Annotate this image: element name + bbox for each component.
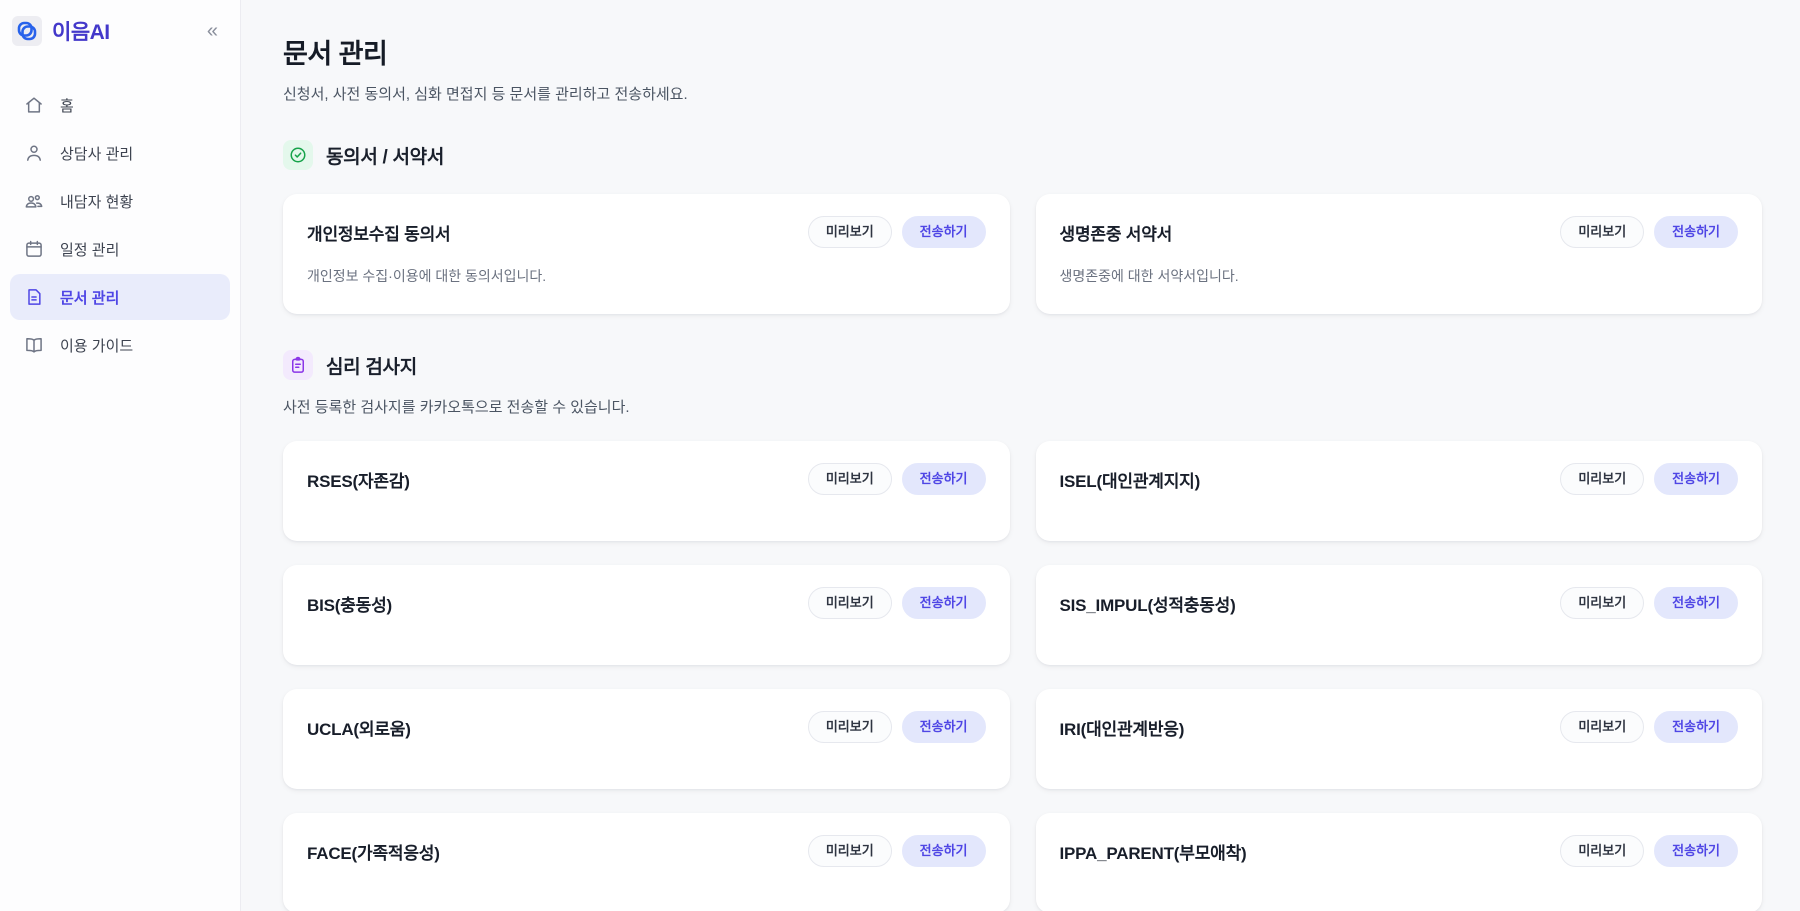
card-actions: 미리보기 전송하기 — [1560, 835, 1738, 868]
sidebar-item-schedule[interactable]: 일정 관리 — [10, 226, 230, 272]
card-top-row: SIS_IMPUL(성적충동성) 미리보기 전송하기 — [1059, 587, 1738, 620]
sidebar-item-label: 홈 — [60, 97, 74, 115]
app-title: 이음AI — [52, 21, 110, 44]
card-top-row: BIS(충동성) 미리보기 전송하기 — [307, 587, 986, 620]
page-title: 문서 관리 — [283, 39, 388, 69]
card-title: UCLA(외로움) — [307, 719, 411, 739]
users-icon — [24, 190, 46, 212]
card-top-row: UCLA(외로움) 미리보기 전송하기 — [307, 711, 986, 744]
card-description: 생명존중에 대한 서약서입니다. — [1059, 268, 1239, 285]
card-title: 생명존중 서약서 — [1059, 224, 1173, 244]
preview-button[interactable]: 미리보기 — [807, 463, 892, 496]
card-actions: 미리보기 전송하기 — [807, 463, 986, 496]
section-header-consent: 동의서 / 서약서 — [283, 140, 1762, 170]
card-actions: 미리보기 전송하기 — [807, 835, 986, 868]
card-top-row: IPPA_PARENT(부모애착) 미리보기 전송하기 — [1059, 835, 1738, 868]
preview-button[interactable]: 미리보기 — [1560, 835, 1645, 868]
card-top-row: RSES(자존감) 미리보기 전송하기 — [307, 463, 986, 496]
section-title-consent: 동의서 / 서약서 — [326, 146, 445, 168]
check-circle-icon — [283, 140, 313, 170]
preview-button[interactable]: 미리보기 — [807, 711, 892, 744]
sidebar-item-home[interactable]: 홈 — [10, 82, 230, 128]
card-description: 개인정보 수집·이용에 대한 동의서입니다. — [307, 268, 547, 285]
card-title: IRI(대인관계반응) — [1059, 719, 1185, 739]
card-title: 개인정보수집 동의서 — [307, 224, 451, 244]
card-top-row: FACE(가족적응성) 미리보기 전송하기 — [307, 835, 986, 868]
card-title: FACE(가족적응성) — [307, 843, 440, 863]
test-card: IPPA_PARENT(부모애착) 미리보기 전송하기 — [1035, 813, 1762, 911]
send-button[interactable]: 전송하기 — [1654, 216, 1738, 249]
section-header-psych-test: 심리 검사지 — [283, 350, 1762, 380]
test-card: IRI(대인관계반응) 미리보기 전송하기 — [1035, 689, 1762, 789]
card-actions: 미리보기 전송하기 — [807, 587, 986, 620]
test-card: RSES(자존감) 미리보기 전송하기 — [283, 441, 1010, 541]
card-top-row: 생명존중 서약서 미리보기 전송하기 — [1059, 216, 1738, 249]
sidebar-item-label: 내담자 현황 — [60, 193, 134, 211]
send-button[interactable]: 전송하기 — [901, 835, 986, 868]
send-button[interactable]: 전송하기 — [901, 587, 986, 620]
page-subtitle: 신청서, 사전 동의서, 심화 면접지 등 문서를 관리하고 전송하세요. — [283, 86, 688, 103]
send-button[interactable]: 전송하기 — [901, 216, 986, 249]
card-actions: 미리보기 전송하기 — [1560, 216, 1738, 249]
home-icon — [24, 94, 46, 116]
card-top-row: 개인정보수집 동의서 미리보기 전송하기 — [307, 216, 986, 249]
card-top-row: ISEL(대인관계지지) 미리보기 전송하기 — [1059, 463, 1738, 496]
send-button[interactable]: 전송하기 — [1654, 711, 1738, 744]
app-logo: 이음AI — [12, 16, 110, 46]
send-button[interactable]: 전송하기 — [1654, 587, 1738, 620]
card-title: SIS_IMPUL(성적충동성) — [1059, 595, 1236, 615]
preview-button[interactable]: 미리보기 — [1560, 463, 1645, 496]
sidebar-item-label: 일정 관리 — [60, 241, 120, 259]
send-button[interactable]: 전송하기 — [1654, 463, 1738, 496]
send-button[interactable]: 전송하기 — [1654, 835, 1738, 868]
document-icon — [24, 286, 46, 308]
card-actions: 미리보기 전송하기 — [807, 216, 986, 249]
card-title: IPPA_PARENT(부모애착) — [1059, 843, 1247, 863]
test-card: ISEL(대인관계지지) 미리보기 전송하기 — [1035, 441, 1762, 541]
card-actions: 미리보기 전송하기 — [807, 711, 986, 744]
test-card: FACE(가족적응성) 미리보기 전송하기 — [283, 813, 1010, 911]
preview-button[interactable]: 미리보기 — [1560, 587, 1645, 620]
psych-test-card-grid: RSES(자존감) 미리보기 전송하기 ISEL(대인관계지지) 미리보기 전송하기 BIS… — [283, 441, 1762, 911]
sidebar-item-counselor[interactable]: 상담사 관리 — [10, 130, 230, 176]
section-desc-psych-test: 사전 등록한 검사지를 카카오톡으로 전송할 수 있습니다. — [283, 399, 630, 416]
test-card: UCLA(외로움) 미리보기 전송하기 — [283, 689, 1010, 789]
card-actions: 미리보기 전송하기 — [1560, 587, 1738, 620]
sidebar-item-label: 문서 관리 — [60, 289, 120, 307]
logo-knot-icon — [12, 16, 42, 46]
sidebar-item-label: 상담사 관리 — [60, 145, 134, 163]
calendar-icon — [24, 238, 46, 260]
sidebar-item-guide[interactable]: 이용 가이드 — [10, 322, 230, 368]
test-card: SIS_IMPUL(성적충동성) 미리보기 전송하기 — [1035, 565, 1762, 665]
preview-button[interactable]: 미리보기 — [807, 587, 892, 620]
preview-button[interactable]: 미리보기 — [1560, 216, 1645, 249]
test-card: BIS(충동성) 미리보기 전송하기 — [283, 565, 1010, 665]
sidebar-item-label: 이용 가이드 — [60, 337, 134, 355]
clipboard-icon — [283, 350, 313, 380]
card-actions: 미리보기 전송하기 — [1560, 711, 1738, 744]
book-icon — [24, 334, 46, 356]
preview-button[interactable]: 미리보기 — [1560, 711, 1645, 744]
card-actions: 미리보기 전송하기 — [1560, 463, 1738, 496]
sidebar-header: 이음AI « — [0, 0, 240, 60]
main-content: 문서 관리 신청서, 사전 동의서, 심화 면접지 등 문서를 관리하고 전송하… — [241, 0, 1800, 911]
section-title-psych-test: 심리 검사지 — [326, 356, 417, 378]
card-title: RSES(자존감) — [307, 471, 410, 491]
card-title: ISEL(대인관계지지) — [1059, 471, 1201, 491]
send-button[interactable]: 전송하기 — [901, 711, 986, 744]
preview-button[interactable]: 미리보기 — [807, 216, 892, 249]
send-button[interactable]: 전송하기 — [901, 463, 986, 496]
sidebar-item-client[interactable]: 내담자 현황 — [10, 178, 230, 224]
card-top-row: IRI(대인관계반응) 미리보기 전송하기 — [1059, 711, 1738, 744]
user-icon — [24, 142, 46, 164]
sidebar-item-document[interactable]: 문서 관리 — [10, 274, 230, 320]
card-title: BIS(충동성) — [307, 595, 392, 615]
preview-button[interactable]: 미리보기 — [807, 835, 892, 868]
sidebar-collapse-button[interactable]: « — [203, 19, 222, 43]
